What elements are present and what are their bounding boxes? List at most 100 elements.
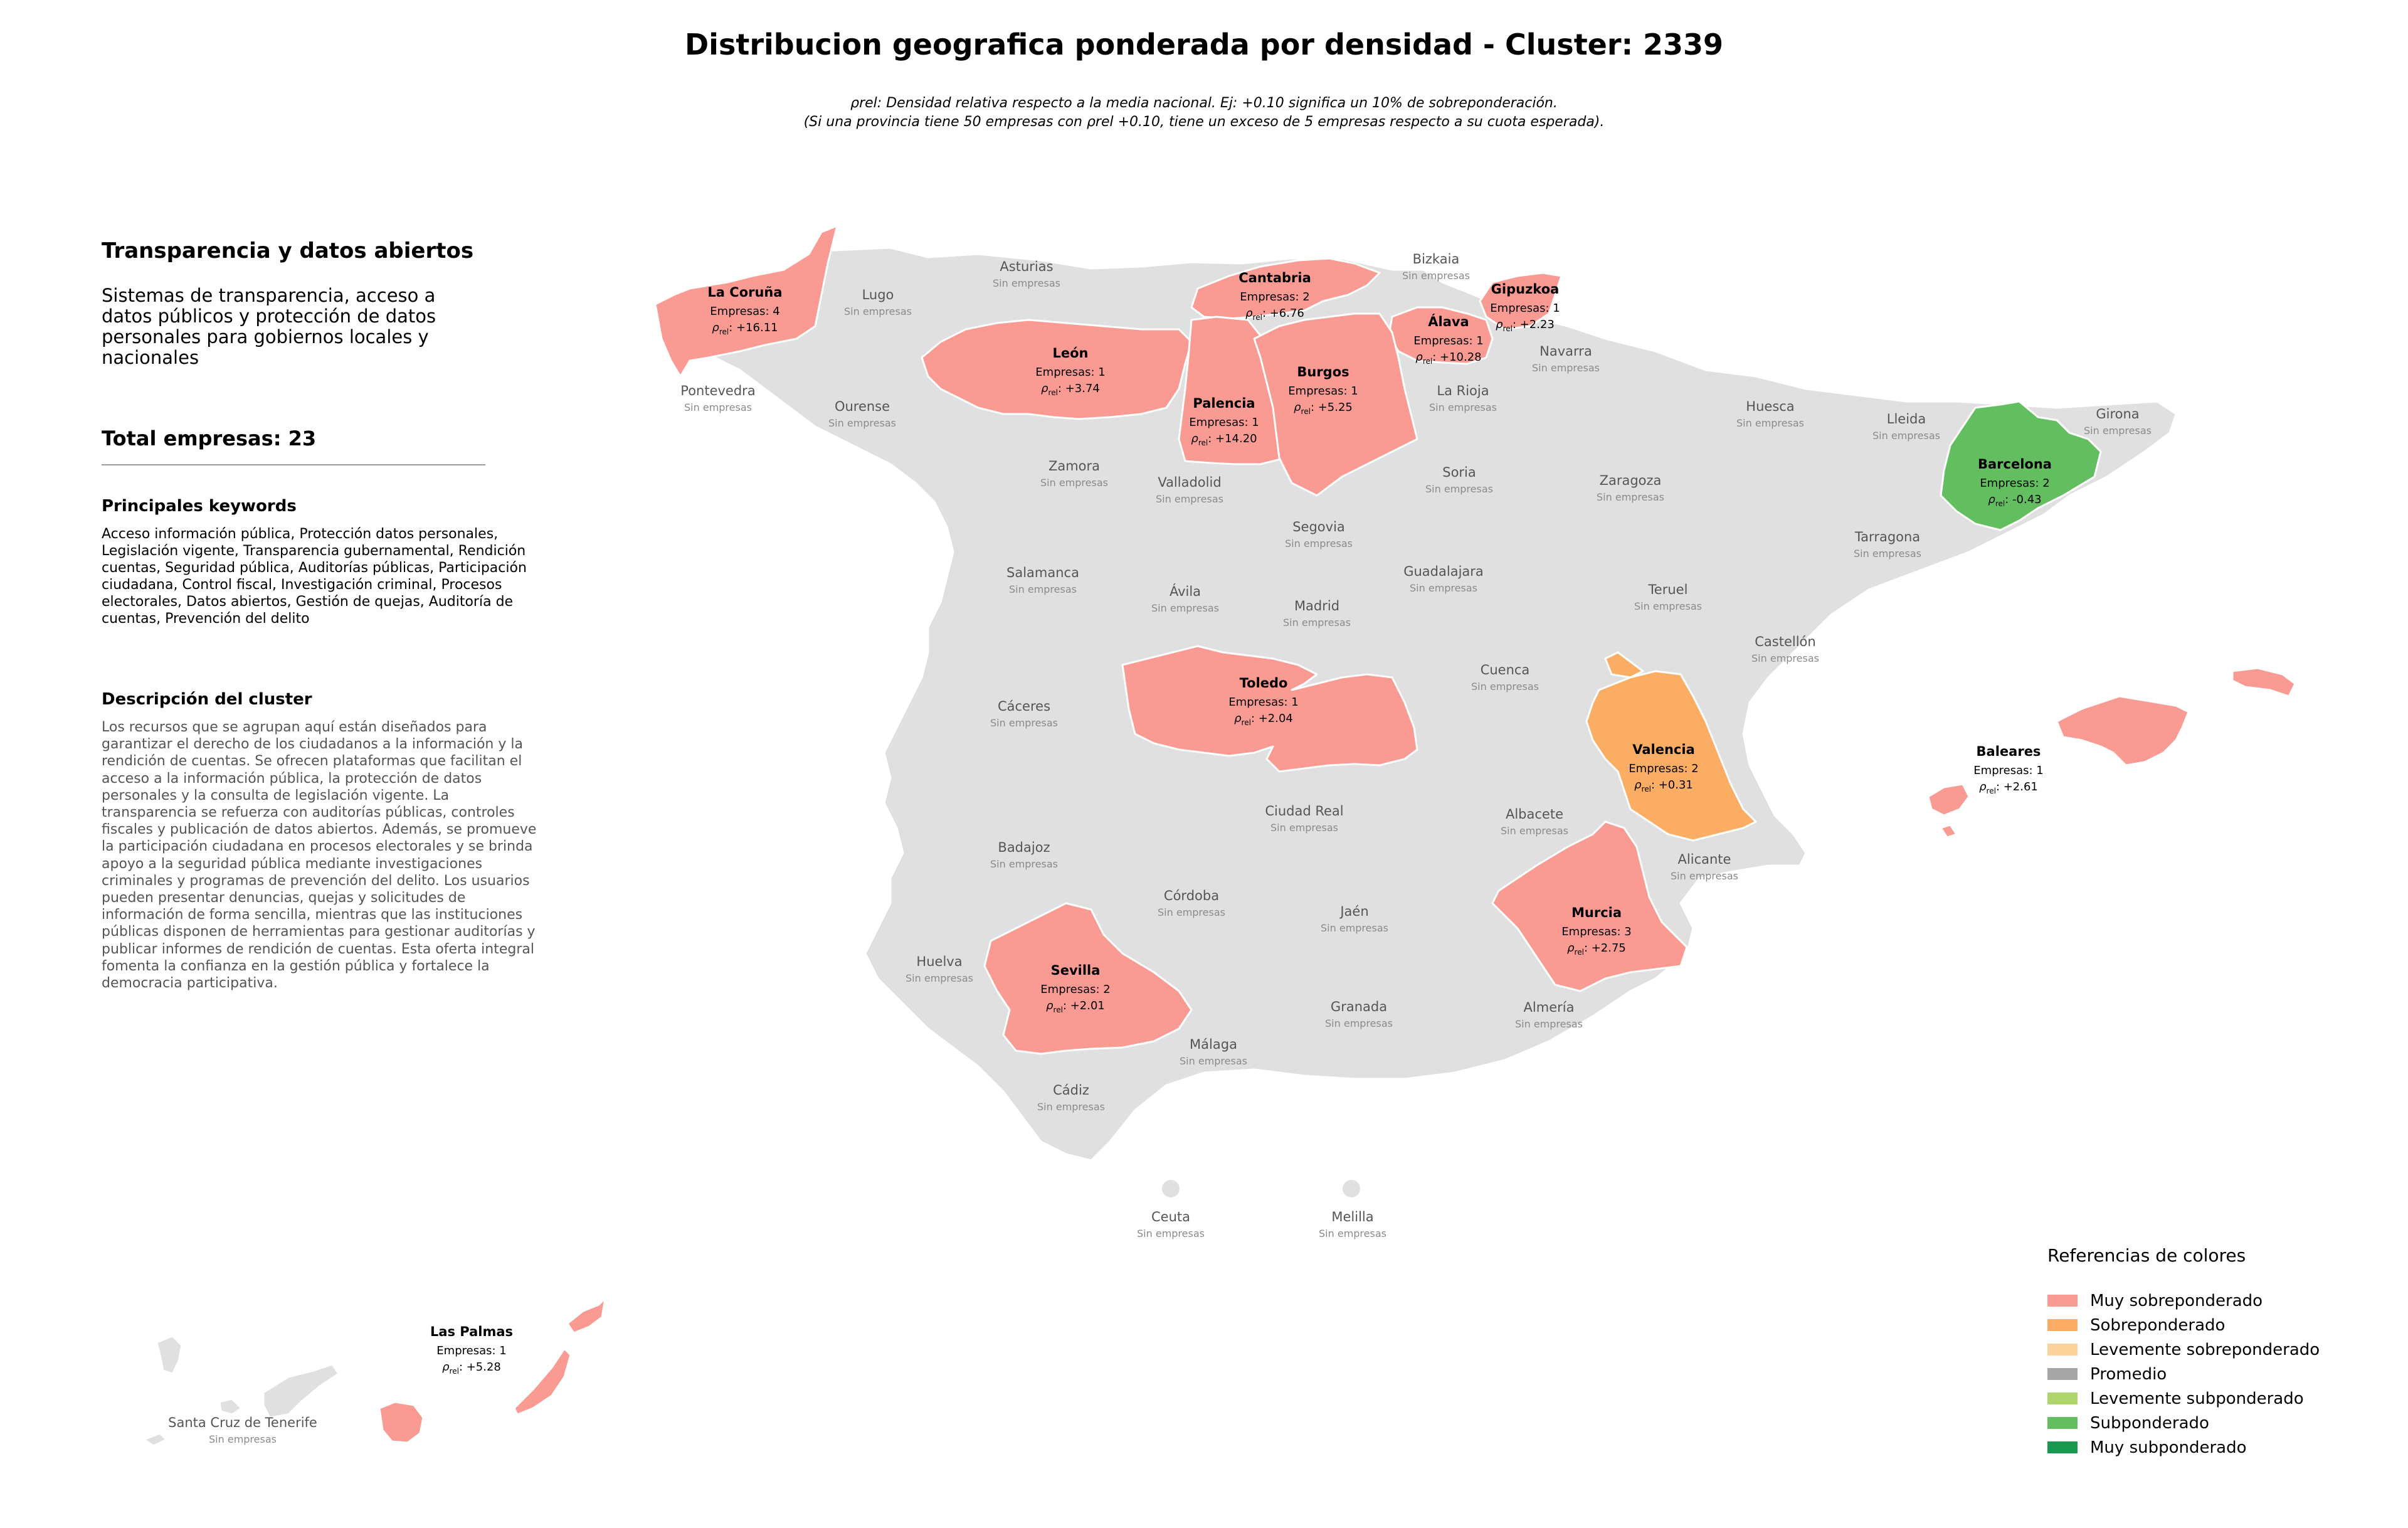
province-las-palmas-lanzarote bbox=[566, 1297, 606, 1334]
province-murcia bbox=[1491, 820, 1688, 992]
color-legend: Referencias de colores Muy sobreponderad… bbox=[2047, 1245, 2399, 1460]
province-name-label: La Rioja bbox=[1437, 383, 1489, 398]
province-rho-value: : +0.31 bbox=[1651, 778, 1693, 792]
province-empty-label: Sin empresas bbox=[1410, 582, 1477, 594]
legend-item: Subponderado bbox=[2047, 1411, 2399, 1435]
province-name-label: Málaga bbox=[1190, 1037, 1237, 1052]
cluster-summary: Sistemas de transparencia, acceso a dato… bbox=[102, 285, 436, 368]
ceuta-shape bbox=[1162, 1180, 1180, 1197]
province-empty-label: Sin empresas bbox=[1283, 617, 1351, 629]
legend-item: Promedio bbox=[2047, 1362, 2399, 1386]
province-empty-label: Sin empresas bbox=[1321, 922, 1388, 934]
province-empty-label: Sin empresas bbox=[2084, 425, 2152, 437]
province-empty-label: Sin empresas bbox=[1515, 1018, 1583, 1030]
province-name-label: Huelva bbox=[916, 954, 962, 969]
legend-item: Muy sobreponderado bbox=[2047, 1288, 2399, 1313]
legend-label: Levemente sobreponderado bbox=[2090, 1340, 2320, 1359]
legend-swatch bbox=[2047, 1344, 2078, 1356]
legend-label: Muy subponderado bbox=[2090, 1438, 2247, 1457]
province-companies-label: Empresas: 1 bbox=[1413, 334, 1483, 348]
province-name-label: Valencia bbox=[1632, 742, 1694, 757]
province-valencia-enclave bbox=[1604, 651, 1644, 679]
province-empty-label: Sin empresas bbox=[1180, 1055, 1247, 1067]
province-rho-value: : +16.11 bbox=[729, 321, 778, 334]
province-name-label: Sevilla bbox=[1051, 963, 1101, 978]
province-empty-label: Sin empresas bbox=[1158, 906, 1225, 918]
province-companies-label: Empresas: 2 bbox=[1040, 983, 1110, 996]
province-name-label: Tarragona bbox=[1854, 529, 1920, 544]
province-rho-value: : +14.20 bbox=[1208, 432, 1257, 445]
cluster-description: Los recursos que se agrupan aquí están d… bbox=[102, 719, 537, 992]
province-rho-value: : +5.28 bbox=[459, 1361, 501, 1374]
province-rho-value: : +5.25 bbox=[1311, 401, 1353, 414]
province-name-label: Baleares bbox=[1977, 744, 2041, 759]
province-empty-label: Sin empresas bbox=[209, 1433, 277, 1445]
province-name-label: Toledo bbox=[1240, 676, 1288, 691]
province-name-label: Zamora bbox=[1048, 459, 1100, 474]
legend-swatch bbox=[2047, 1319, 2078, 1331]
province-companies-label: Empresas: 1 bbox=[1228, 696, 1298, 709]
legend-item: Levemente sobreponderado bbox=[2047, 1337, 2399, 1362]
province-empty-label: Sin empresas bbox=[1319, 1228, 1386, 1239]
province-companies-label: Empresas: 3 bbox=[1561, 925, 1631, 938]
province-rho-label: ρrel: +0.31 bbox=[1634, 778, 1693, 793]
province-barcelona bbox=[1940, 400, 2102, 531]
province-las-palmas-gran-canaria bbox=[378, 1401, 425, 1444]
province-rho-label: ρrel: +3.74 bbox=[1041, 382, 1100, 397]
legend-label: Levemente subponderado bbox=[2090, 1389, 2304, 1408]
description-heading: Descripción del cluster bbox=[102, 690, 312, 709]
province-empty-label: Sin empresas bbox=[993, 277, 1060, 289]
province-name-label: Soria bbox=[1442, 465, 1476, 480]
province-las-palmas-fuerteventura bbox=[513, 1347, 572, 1416]
province-la-coruna bbox=[654, 225, 838, 378]
province-name-label: Barcelona bbox=[1978, 457, 2052, 472]
province-empty-label: Sin empresas bbox=[1009, 583, 1077, 595]
province-empty-label: Sin empresas bbox=[1137, 1228, 1205, 1239]
legend-swatch bbox=[2047, 1295, 2078, 1307]
province-name-label: Almería bbox=[1524, 1000, 1575, 1015]
province-rho-value: : -0.43 bbox=[2005, 493, 2041, 506]
province-empty-label: Sin empresas bbox=[1854, 548, 1921, 560]
province-rho-label: ρrel: +10.28 bbox=[1415, 351, 1481, 366]
province-name-label: Gipuzkoa bbox=[1491, 282, 1560, 297]
province-rho-label: ρrel: +5.25 bbox=[1294, 401, 1353, 416]
province-rho-value: : +3.74 bbox=[1058, 382, 1100, 395]
province-name-label: Teruel bbox=[1648, 582, 1688, 597]
province-companies-label: Empresas: 1 bbox=[1490, 302, 1560, 315]
province-rho-label: ρrel: +2.04 bbox=[1234, 712, 1293, 727]
cluster-name: Transparencia y datos abiertos bbox=[102, 238, 474, 263]
legend-item: Muy subponderado bbox=[2047, 1435, 2399, 1460]
legend-label: Muy sobreponderado bbox=[2090, 1291, 2263, 1310]
province-name-label: Cáceres bbox=[998, 699, 1050, 714]
province-rho-label: ρrel: +2.01 bbox=[1046, 999, 1105, 1014]
province-name-label: Pontevedra bbox=[680, 383, 755, 398]
keywords-heading: Principales keywords bbox=[102, 497, 297, 516]
province-baleares-formentera bbox=[1940, 824, 1958, 839]
legend-label: Promedio bbox=[2090, 1364, 2167, 1384]
province-empty-label: Sin empresas bbox=[844, 305, 912, 317]
province-alava bbox=[1388, 306, 1494, 365]
province-name-label: Álava bbox=[1428, 314, 1469, 329]
province-name-label: Murcia bbox=[1571, 905, 1622, 920]
province-rho-value: : +2.04 bbox=[1251, 712, 1293, 725]
province-empty-label: Sin empresas bbox=[1325, 1017, 1393, 1029]
province-name-label: Madrid bbox=[1294, 598, 1339, 613]
province-santa-cruz-tenerife-la-palma bbox=[156, 1335, 183, 1375]
province-santa-cruz-tenerife-tenerife bbox=[262, 1363, 340, 1419]
province-empty-label: Sin empresas bbox=[1429, 401, 1497, 413]
legend-item: Levemente subponderado bbox=[2047, 1386, 2399, 1411]
province-name-label: Lugo bbox=[862, 287, 894, 302]
province-rho-label: ρrel: +2.61 bbox=[1979, 780, 2038, 795]
province-name-label: Palencia bbox=[1193, 396, 1255, 411]
province-companies-label: Empresas: 4 bbox=[710, 305, 779, 318]
province-rho-value: : +2.61 bbox=[1996, 780, 2038, 793]
legend-item: Sobreponderado bbox=[2047, 1313, 2399, 1337]
province-empty-label: Sin empresas bbox=[906, 972, 973, 984]
province-leon bbox=[921, 319, 1193, 420]
province-empty-label: Sin empresas bbox=[1751, 652, 1819, 664]
province-name-label: Ourense bbox=[835, 399, 890, 414]
province-companies-label: Empresas: 1 bbox=[1035, 366, 1105, 379]
province-sevilla bbox=[983, 902, 1193, 1055]
map-subtitle-line-2: (Si una provincia tiene 50 empresas con … bbox=[803, 114, 1605, 130]
province-companies-label: Empresas: 2 bbox=[1240, 290, 1309, 304]
